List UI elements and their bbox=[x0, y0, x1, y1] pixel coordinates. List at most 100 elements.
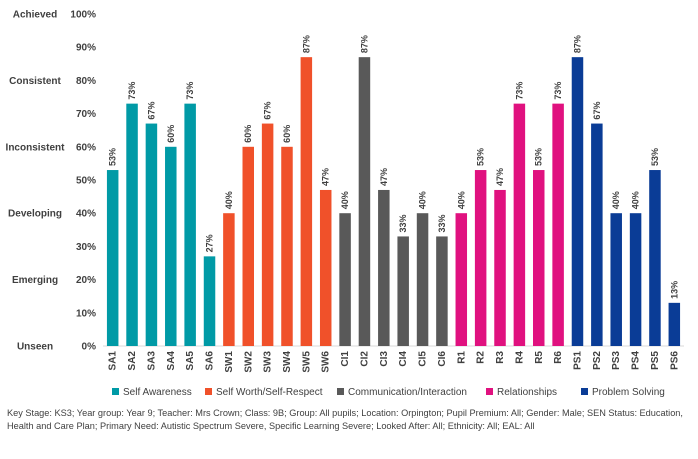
x-tick-label: SA6 bbox=[205, 351, 216, 371]
x-tick-label: SA3 bbox=[146, 351, 157, 371]
bar bbox=[261, 123, 274, 346]
x-tick-label: R2 bbox=[476, 351, 487, 364]
y-tick-label: 10% bbox=[76, 308, 96, 319]
data-label: 73% bbox=[514, 82, 524, 100]
y-axis-tick-labels: 0% 10% 20% 30% 40% 50% 60% 70% 80% 90% 100% bbox=[70, 10, 96, 353]
data-label: 53% bbox=[534, 148, 544, 166]
level-label: Emerging bbox=[12, 275, 58, 286]
data-label: 53% bbox=[108, 148, 118, 166]
y-tick-label: 60% bbox=[76, 142, 96, 153]
data-label: 87% bbox=[301, 35, 311, 53]
x-tick-label: R4 bbox=[514, 351, 525, 364]
bar bbox=[513, 103, 526, 346]
bar bbox=[494, 189, 506, 346]
bar bbox=[339, 213, 351, 346]
bar bbox=[319, 189, 332, 346]
x-tick-label: R5 bbox=[534, 351, 545, 364]
bar bbox=[223, 213, 235, 346]
data-label: 40% bbox=[631, 191, 641, 209]
legend-swatch bbox=[581, 388, 588, 395]
data-label: 40% bbox=[456, 191, 466, 209]
x-tick-label: CI3 bbox=[379, 351, 390, 367]
x-tick-label: CI5 bbox=[418, 351, 429, 367]
x-tick-label: CI6 bbox=[437, 351, 448, 367]
x-tick-label: SW2 bbox=[243, 351, 254, 373]
legend-swatch bbox=[486, 388, 493, 395]
bar bbox=[610, 213, 622, 346]
x-tick-label: CI2 bbox=[359, 351, 370, 367]
legend-label: Communication/Interaction bbox=[348, 387, 467, 398]
x-tick-label: SW6 bbox=[321, 351, 332, 373]
x-tick-label: PS1 bbox=[572, 351, 583, 370]
data-label: 67% bbox=[592, 102, 602, 120]
bars bbox=[106, 57, 681, 346]
y-tick-label: 30% bbox=[76, 242, 96, 253]
x-tick-label: PS3 bbox=[611, 351, 622, 370]
bar bbox=[649, 170, 661, 346]
y-tick-label: 80% bbox=[76, 76, 96, 87]
bar bbox=[281, 146, 293, 346]
level-label: Consistent bbox=[9, 76, 61, 87]
x-tick-label: R3 bbox=[495, 351, 506, 364]
bar bbox=[436, 236, 448, 346]
legend-swatch bbox=[112, 388, 119, 395]
y-tick-label: 40% bbox=[76, 209, 96, 220]
level-label: Developing bbox=[8, 209, 62, 220]
x-tick-label: SA5 bbox=[185, 351, 196, 371]
bar bbox=[416, 213, 429, 346]
data-label: 73% bbox=[127, 82, 137, 100]
bar bbox=[184, 103, 196, 346]
data-label: 67% bbox=[263, 102, 273, 120]
x-tick-label: SA2 bbox=[127, 351, 138, 371]
bar bbox=[455, 213, 468, 346]
bar bbox=[668, 302, 681, 346]
x-tick-label: SA4 bbox=[166, 351, 177, 371]
data-label: 87% bbox=[359, 35, 369, 53]
bar bbox=[126, 103, 138, 346]
level-label: Achieved bbox=[13, 10, 57, 21]
bar bbox=[397, 236, 409, 346]
data-label: 47% bbox=[379, 168, 389, 186]
data-label: 13% bbox=[669, 281, 679, 299]
bar bbox=[591, 123, 603, 346]
legend-swatch bbox=[205, 388, 212, 395]
y-tick-label: 70% bbox=[76, 109, 96, 120]
x-tick-label: PS2 bbox=[592, 351, 603, 370]
data-label: 87% bbox=[572, 35, 582, 53]
data-label: 40% bbox=[418, 191, 428, 209]
legend-label: Relationships bbox=[497, 387, 557, 398]
y-tick-label: 20% bbox=[76, 275, 96, 286]
level-label: Unseen bbox=[17, 342, 53, 353]
bar bbox=[203, 256, 216, 346]
bar bbox=[474, 170, 487, 346]
x-tick-label: R1 bbox=[456, 351, 467, 364]
y-tick-label: 100% bbox=[70, 10, 96, 21]
data-label: 60% bbox=[282, 125, 292, 143]
legend: Self Awareness Self Worth/Self-Respect Com… bbox=[112, 387, 665, 398]
bar bbox=[145, 123, 158, 346]
x-tick-label: SA1 bbox=[108, 351, 119, 371]
bar bbox=[358, 57, 371, 346]
bar bbox=[242, 146, 254, 346]
bar bbox=[165, 146, 177, 346]
x-tick-label: PS5 bbox=[650, 351, 661, 370]
bar bbox=[571, 57, 584, 346]
bar bbox=[533, 170, 545, 346]
x-tick-label: SW1 bbox=[224, 351, 235, 373]
x-tick-label: PS4 bbox=[631, 351, 642, 370]
bar bbox=[378, 189, 390, 346]
bar bbox=[552, 103, 564, 346]
x-tick-label: SW4 bbox=[282, 351, 293, 373]
bar-chart: Achieved Consistent Inconsistent Developing… bbox=[6, 10, 684, 398]
data-label: 40% bbox=[611, 191, 621, 209]
data-label: 53% bbox=[476, 148, 486, 166]
x-tick-label: CI1 bbox=[340, 351, 351, 367]
bar bbox=[300, 57, 313, 346]
data-label: 73% bbox=[185, 82, 195, 100]
x-tick-label: SW3 bbox=[263, 351, 274, 373]
legend-label: Self Worth/Self-Respect bbox=[216, 387, 323, 398]
x-tick-label: SW5 bbox=[301, 351, 312, 373]
level-labels: Achieved Consistent Inconsistent Developing… bbox=[6, 10, 66, 353]
data-label: 60% bbox=[166, 125, 176, 143]
data-label: 33% bbox=[437, 214, 447, 232]
